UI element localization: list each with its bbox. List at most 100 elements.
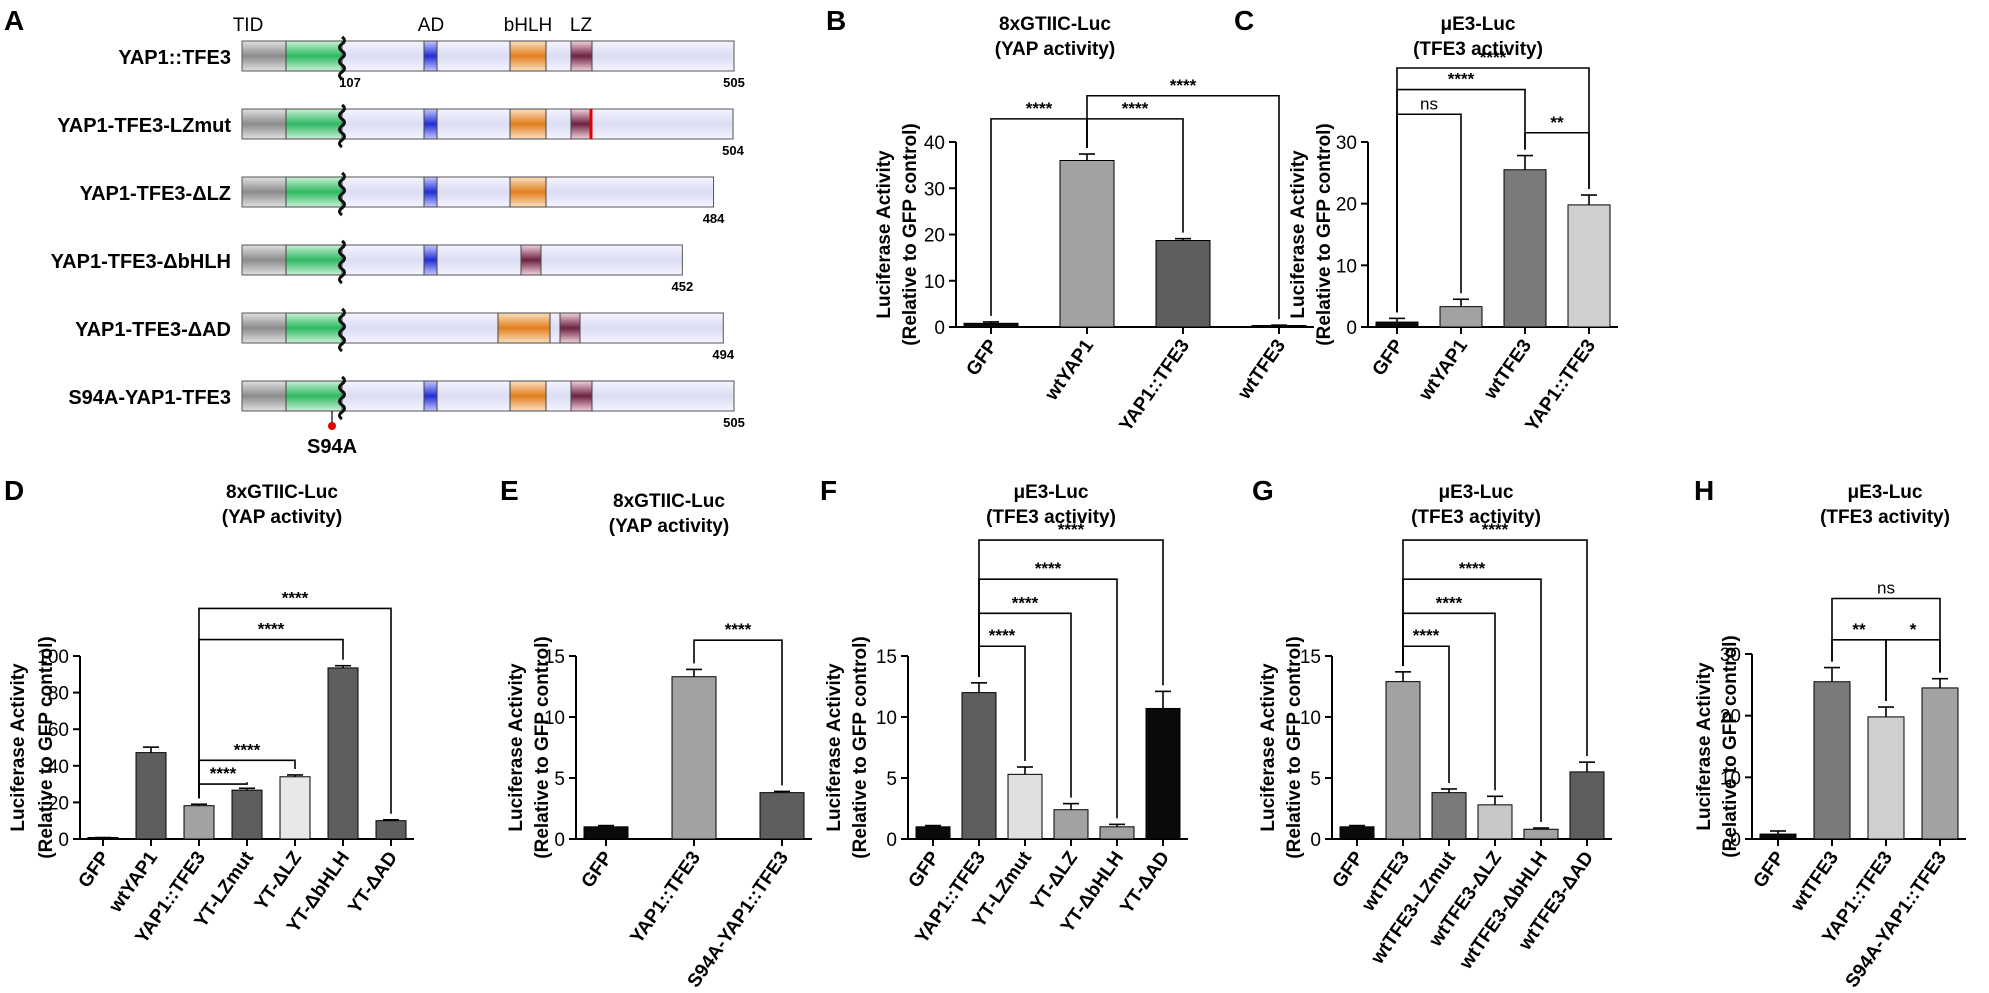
breakpoint-position-label: 107 bbox=[339, 75, 361, 90]
significance-bracket bbox=[1402, 578, 1542, 823]
y-axis-label: Luciferase Activity bbox=[8, 663, 29, 832]
bar-wttfe3-ad bbox=[1569, 771, 1605, 840]
construct-row-yap1-tfe3-lzmut: YAP1-TFE3-LZmut 504 bbox=[57, 103, 745, 158]
construct-length-label: 452 bbox=[672, 279, 694, 294]
bar-wttfe3-bhlh bbox=[1523, 828, 1559, 840]
chart-title-line: (TFE3 activity) bbox=[986, 507, 1116, 528]
domain-header-lz: LZ bbox=[570, 15, 593, 36]
x-tick-label-s94a-yap1-tfe3: S94A-YAP1::TFE3 bbox=[684, 848, 793, 992]
bar-yap1-tfe3 bbox=[1867, 716, 1905, 840]
significance-label: * bbox=[1910, 620, 1917, 639]
y-tick-label: 0 bbox=[58, 830, 69, 851]
construct-label: YAP1-TFE3-ΔLZ bbox=[80, 183, 231, 205]
significance-label: ns bbox=[1420, 94, 1438, 113]
bar-yt-bhlh bbox=[327, 667, 359, 840]
y-tick-label: 60 bbox=[48, 720, 69, 741]
bar-gfp bbox=[1759, 833, 1797, 840]
construct-row-yap1-tfe3-lz: YAP1-TFE3-ΔLZ 484 bbox=[80, 171, 725, 226]
significance-label: **** bbox=[210, 764, 237, 783]
significance-bracket bbox=[1831, 597, 1941, 673]
domain-lz bbox=[570, 40, 593, 72]
domain-tid bbox=[285, 244, 343, 276]
significance-label: **** bbox=[1448, 70, 1475, 89]
fusion-breakpoint bbox=[338, 103, 346, 149]
bar-gfp bbox=[915, 826, 951, 840]
x-tick-label-gfp: GFP bbox=[962, 336, 1002, 380]
construct-length-label: 484 bbox=[703, 211, 725, 226]
bar-wttfe3 bbox=[1503, 169, 1547, 328]
fusion-breakpoint bbox=[338, 375, 346, 421]
bar-wttfe3 bbox=[1813, 681, 1851, 840]
significance-label: **** bbox=[1012, 593, 1039, 612]
domain-lz bbox=[559, 312, 581, 344]
y-axis-label-sub: (Relative to GFP control) bbox=[36, 636, 57, 858]
domain-bhlh bbox=[497, 312, 551, 344]
construct-length-label: 494 bbox=[712, 347, 734, 362]
y-axis-label-sub: (Relative to GFP control) bbox=[532, 636, 553, 858]
significance-bracket bbox=[1086, 94, 1280, 320]
significance-bracket bbox=[978, 578, 1118, 819]
chart-panel-b: B 8xGTIIC-Luc (YAP activity) Luciferase Act… bbox=[826, 5, 1314, 436]
x-tick-label-wtyap1: wtYAP1 bbox=[1415, 335, 1473, 405]
bar-wttfe3-lzmut bbox=[1431, 792, 1467, 840]
y-tick-label: 0 bbox=[934, 318, 945, 339]
chart-title-line: (YAP activity) bbox=[609, 516, 729, 537]
bar-s94a-yap1-tfe3 bbox=[1921, 687, 1959, 840]
significance-bracket bbox=[1396, 113, 1462, 313]
chart-title-line: (TFE3 activity) bbox=[1411, 507, 1541, 528]
panel-letter-a: A bbox=[4, 5, 24, 36]
bar-yt-bhlh bbox=[1099, 826, 1135, 840]
construct-label: YAP1-TFE3-ΔAD bbox=[75, 319, 231, 341]
yap1-segment bbox=[241, 176, 287, 208]
bar-yt-lzmut bbox=[1007, 773, 1043, 840]
chart-title-line: 8xGTIIC-Luc bbox=[999, 14, 1111, 35]
fusion-breakpoint bbox=[338, 239, 346, 285]
x-tick-label-gfp: GFP bbox=[1368, 336, 1408, 380]
construct-length-label: 504 bbox=[722, 143, 744, 158]
y-tick-label: 30 bbox=[924, 179, 945, 200]
chart-title-line: (TFE3 activity) bbox=[1820, 507, 1950, 528]
y-tick-label: 40 bbox=[924, 133, 945, 154]
y-axis-label: Luciferase Activity bbox=[1258, 663, 1279, 832]
yap1-segment bbox=[241, 108, 287, 140]
y-axis-label: Luciferase Activity bbox=[1288, 150, 1309, 319]
construct-label: YAP1-TFE3-ΔbHLH bbox=[51, 251, 231, 273]
y-axis-label-sub: (Relative to GFP control) bbox=[900, 123, 921, 345]
y-tick-label: 10 bbox=[544, 708, 565, 729]
significance-label: **** bbox=[1480, 48, 1507, 67]
significance-label: **** bbox=[1035, 559, 1062, 578]
significance-label: **** bbox=[725, 620, 752, 639]
x-tick-label-gfp: GFP bbox=[1749, 848, 1789, 892]
y-tick-label: 10 bbox=[1720, 768, 1741, 789]
y-tick-label: 5 bbox=[554, 769, 565, 790]
y-tick-label: 15 bbox=[876, 647, 897, 668]
panel-letter-g: G bbox=[1252, 475, 1274, 506]
x-tick-label-s94a-yap1-tfe3: S94A-YAP1::TFE3 bbox=[1842, 848, 1951, 992]
significance-label: **** bbox=[1170, 76, 1197, 95]
significance-label: **** bbox=[1122, 99, 1149, 118]
x-tick-label-wttfe3: wtTFE3 bbox=[1787, 848, 1844, 916]
panel-letter-e: E bbox=[500, 475, 519, 506]
y-axis-label: Luciferase Activity bbox=[1694, 662, 1715, 831]
y-tick-label: 80 bbox=[48, 684, 69, 705]
y-tick-label: 30 bbox=[1336, 133, 1357, 154]
y-axis-label: Luciferase Activity bbox=[874, 150, 895, 319]
x-tick-label-yap1-tfe3: YAP1::TFE3 bbox=[1116, 336, 1195, 436]
y-axis-label-sub: (Relative to GFP control) bbox=[1720, 635, 1741, 857]
domain-bhlh bbox=[509, 380, 547, 412]
significance-label: **** bbox=[234, 740, 261, 759]
chart-title-line: (YAP activity) bbox=[995, 39, 1115, 60]
chart-title-line: 8xGTIIC-Luc bbox=[613, 491, 725, 512]
domain-tid bbox=[285, 108, 343, 140]
chart-title-line: (YAP activity) bbox=[222, 507, 342, 528]
bar-gfp bbox=[963, 322, 1019, 328]
significance-bracket bbox=[198, 607, 392, 814]
domain-header-tid: TID bbox=[233, 15, 264, 36]
construct-row-s94a-yap1-tfe3: S94A-YAP1-TFE3 505 S94A bbox=[68, 375, 745, 458]
